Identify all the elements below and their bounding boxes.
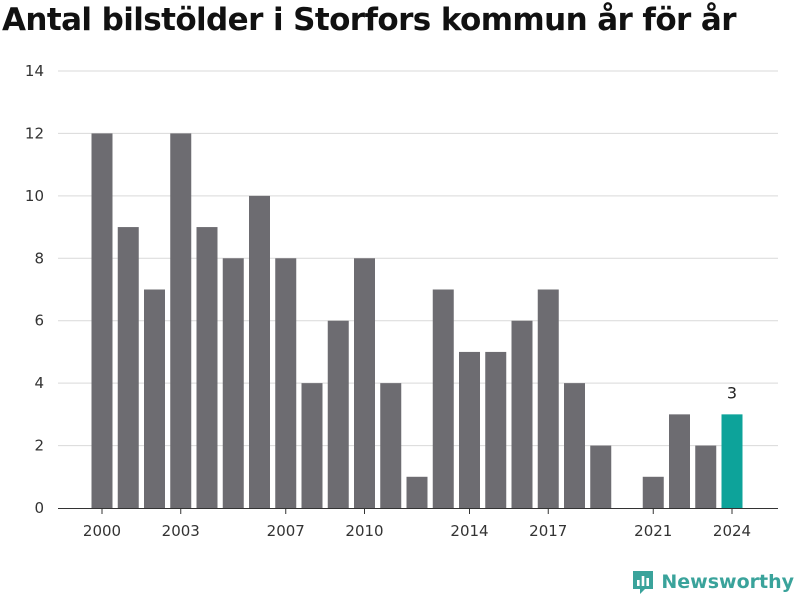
x-tick-label-2003: 2003 [162,522,200,540]
x-tick-label-2014: 2014 [450,522,488,540]
bar-2010 [354,258,375,508]
x-tick-label-2017: 2017 [529,522,567,540]
brand-name: Newsworthy [661,571,794,593]
bar-2019 [590,445,612,508]
newsworthy-logo-icon [633,571,654,594]
bar-2002 [144,289,165,508]
x-tick-label-2021: 2021 [634,522,672,540]
bar-2009 [327,320,349,508]
bar-2006 [249,195,270,508]
data-label-2024: 3 [727,383,737,402]
bar-2007 [275,258,297,508]
chart-title: Antal bilstölder i Storfors kommun år fö… [2,2,737,38]
bar-2022 [669,414,690,508]
y-tick-label-8: 8 [34,249,44,267]
bar-2017 [537,289,559,508]
bar-2021 [642,476,664,508]
y-tick-label-0: 0 [34,499,44,517]
y-tick-label-12: 12 [25,124,44,142]
bar-2003 [170,133,192,508]
bar-2023 [695,445,717,508]
x-tick-label-2010: 2010 [345,522,383,540]
bar-2008 [301,383,323,508]
x-tick-label-2024: 2024 [713,522,751,540]
bar-2001 [117,227,139,509]
y-tick-label-2: 2 [34,437,44,455]
y-tick-label-4: 4 [34,374,44,392]
bar-2018 [564,383,585,508]
y-tick-label-14: 14 [25,62,44,80]
x-tick-label-2007: 2007 [267,522,305,540]
bar-2011 [380,383,402,508]
bar-2004 [196,227,218,509]
bar-2013 [432,289,454,508]
x-tick-label-2000: 2000 [83,522,121,540]
bar-2012 [406,476,428,508]
brand-logo: Newsworthy [631,569,794,595]
bar-2000 [91,133,113,508]
bar-2015 [485,351,507,508]
bar-2016 [511,320,533,508]
bar-2005 [222,258,244,508]
y-tick-label-10: 10 [25,187,44,205]
bar-2024 [721,414,743,508]
y-tick-label-6: 6 [34,312,44,330]
bar-2014 [459,351,480,508]
